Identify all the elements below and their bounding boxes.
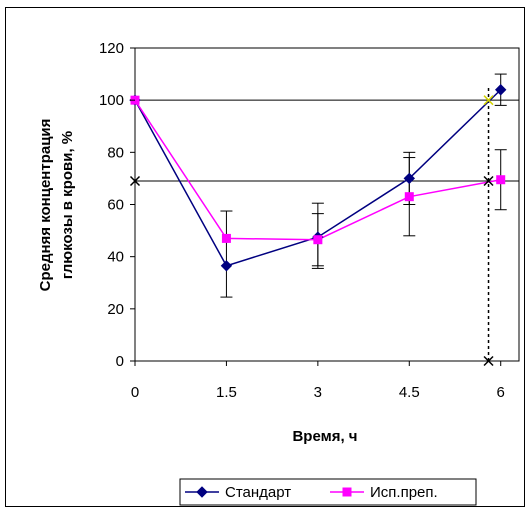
x-tick-label: 3: [314, 384, 322, 401]
legend-box: [179, 478, 477, 506]
series-1-point: [495, 84, 507, 96]
x-axis-title: Время, ч: [292, 428, 357, 445]
series-2-point: [313, 235, 323, 245]
series-2-point: [404, 192, 414, 202]
legend-label-1: Стандарт: [225, 484, 291, 501]
y-tick-label: 20: [107, 301, 124, 318]
series-1-point: [403, 172, 415, 185]
reference-marker: [129, 175, 141, 187]
y-tick-labels: 0 20 40 60 80 100 120: [99, 40, 135, 370]
x-tick-label: 1.5: [216, 384, 237, 401]
legend: Стандарт Исп.преп.: [179, 478, 477, 506]
y-tick-label: 100: [99, 92, 124, 109]
y-tick-label: 40: [107, 249, 124, 266]
series-2-point: [221, 233, 231, 243]
x-tick-label: 6: [497, 384, 505, 401]
chart-marks: [129, 73, 519, 367]
y-tick-label: 120: [99, 40, 124, 57]
legend-marker-1: [196, 486, 208, 498]
y-tick-label: 80: [107, 144, 124, 161]
y-tick-label: 0: [116, 353, 124, 370]
y-axis-title-line-1: Средняя концентрация: [37, 119, 54, 292]
reference-marker: [483, 355, 494, 367]
legend-label-2: Исп.преп.: [370, 484, 438, 501]
legend-marker-2: [342, 487, 352, 497]
y-axis-title-line-2: глюкозы в крови, %: [59, 131, 76, 279]
reference-marker: [483, 95, 494, 106]
series-2-point: [496, 175, 506, 185]
y-tick-label: 60: [107, 197, 124, 214]
x-tick-label: 0: [131, 384, 139, 401]
x-tick-labels: 0 1.5 3 4.5 6: [131, 361, 505, 401]
series-1-point: [220, 260, 233, 272]
x-tick-label: 4.5: [399, 384, 420, 401]
reference-marker: [483, 175, 494, 187]
chart-frame: [5, 7, 525, 507]
